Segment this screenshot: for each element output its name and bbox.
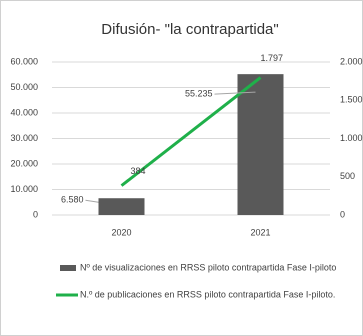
- data-label: 1.797: [261, 53, 284, 63]
- bar: [98, 198, 145, 215]
- y-tick-label: 10.000: [10, 184, 38, 194]
- y2-tick-label: 1.500: [340, 95, 363, 105]
- line: [120, 76, 262, 187]
- leader-line: [214, 91, 256, 95]
- y-tick-label: 20.000: [10, 158, 38, 168]
- y-tick-label: 50.000: [10, 82, 38, 92]
- legend-label: Nº de visualizaciones en RRSS piloto con…: [80, 262, 336, 272]
- data-label: 55.235: [185, 89, 213, 99]
- legend-swatch: [60, 265, 76, 271]
- y-tick-label: 0: [33, 209, 38, 219]
- data-label: 384: [131, 166, 146, 176]
- legend-label: N.º de publicaciones en RRSS piloto cont…: [80, 289, 335, 299]
- chart-title: Difusión- "la contrapartida": [101, 21, 278, 38]
- y2-tick-label: 0: [340, 209, 345, 219]
- y2-tick-label: 1.000: [340, 133, 363, 143]
- y2-tick-label: 500: [340, 171, 355, 181]
- leader-line: [85, 199, 99, 203]
- x-tick-label: 2020: [111, 227, 131, 237]
- y-tick-label: 30.000: [10, 133, 38, 143]
- bar: [237, 74, 284, 215]
- x-tick-label: 2021: [250, 227, 270, 237]
- data-label: 6.580: [61, 195, 84, 205]
- y-tick-label: 40.000: [10, 107, 38, 117]
- y-tick-label: 60.000: [10, 56, 38, 66]
- y2-tick-label: 2.000: [340, 56, 363, 66]
